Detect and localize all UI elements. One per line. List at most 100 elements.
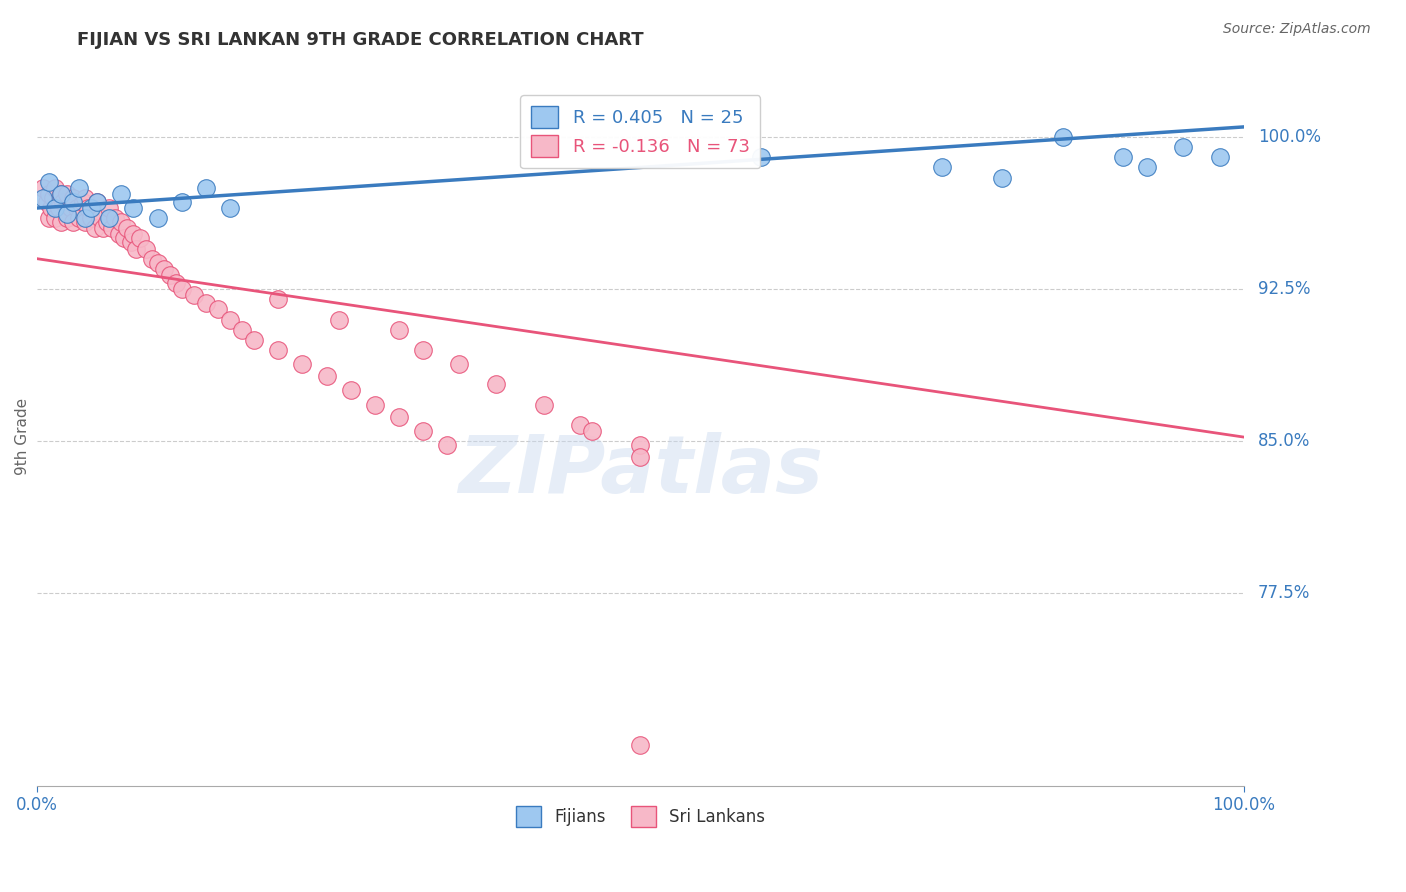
Point — [108, 227, 131, 242]
Point — [38, 175, 60, 189]
Point — [32, 191, 55, 205]
Point — [128, 231, 150, 245]
Point — [749, 150, 772, 164]
Text: 100.0%: 100.0% — [1258, 128, 1320, 146]
Point — [72, 194, 94, 209]
Point — [388, 409, 411, 424]
Point — [165, 276, 187, 290]
Point — [75, 191, 97, 205]
Point — [49, 186, 72, 201]
Point — [98, 201, 121, 215]
Text: FIJIAN VS SRI LANKAN 9TH GRADE CORRELATION CHART: FIJIAN VS SRI LANKAN 9TH GRADE CORRELATI… — [77, 31, 644, 49]
Point — [219, 201, 242, 215]
Point — [388, 323, 411, 337]
Point — [412, 343, 434, 357]
Text: 77.5%: 77.5% — [1258, 584, 1310, 602]
Text: ZIPatlas: ZIPatlas — [458, 432, 823, 510]
Point — [112, 231, 135, 245]
Point — [267, 343, 290, 357]
Text: 85.0%: 85.0% — [1258, 432, 1310, 450]
Point — [219, 312, 242, 326]
Point — [628, 450, 651, 465]
Point — [44, 201, 66, 215]
Point — [96, 215, 118, 229]
Point — [122, 201, 145, 215]
Point — [98, 211, 121, 226]
Point — [1208, 150, 1230, 164]
Point — [75, 211, 97, 226]
Point — [146, 211, 169, 226]
Point — [315, 369, 337, 384]
Point — [569, 417, 592, 432]
Point — [44, 211, 66, 226]
Point — [159, 268, 181, 282]
Point — [991, 170, 1014, 185]
Point — [48, 201, 70, 215]
Point — [89, 211, 111, 226]
Point — [66, 201, 89, 215]
Point — [35, 194, 58, 209]
Point — [117, 221, 139, 235]
Point — [1136, 161, 1159, 175]
Point — [41, 201, 63, 215]
Point — [135, 242, 157, 256]
Point — [62, 194, 84, 209]
Point — [364, 398, 387, 412]
Point — [1173, 140, 1195, 154]
Point — [243, 333, 266, 347]
Legend: Fijians, Sri Lankans: Fijians, Sri Lankans — [509, 800, 772, 833]
Point — [328, 312, 350, 326]
Point — [67, 211, 90, 226]
Point — [62, 215, 84, 229]
Point — [628, 438, 651, 452]
Point — [125, 242, 148, 256]
Point — [533, 398, 555, 412]
Point — [91, 221, 114, 235]
Point — [49, 215, 72, 229]
Point — [1112, 150, 1135, 164]
Point — [49, 186, 72, 201]
Y-axis label: 9th Grade: 9th Grade — [15, 398, 30, 475]
Point — [152, 261, 174, 276]
Point — [59, 201, 82, 215]
Point — [146, 256, 169, 270]
Point — [80, 201, 103, 215]
Point — [120, 235, 142, 250]
Point — [170, 194, 193, 209]
Point — [56, 207, 79, 221]
Text: Source: ZipAtlas.com: Source: ZipAtlas.com — [1223, 22, 1371, 37]
Point — [1052, 130, 1074, 145]
Point — [104, 211, 127, 226]
Point — [44, 180, 66, 194]
Point — [484, 377, 506, 392]
Point — [194, 180, 217, 194]
Point — [75, 215, 97, 229]
Point — [267, 292, 290, 306]
Point — [141, 252, 163, 266]
Point — [291, 357, 314, 371]
Point — [76, 201, 98, 215]
Point — [628, 738, 651, 752]
Point — [207, 302, 229, 317]
Point — [100, 221, 122, 235]
Point — [449, 357, 471, 371]
Point — [52, 194, 75, 209]
Point — [436, 438, 458, 452]
Point — [56, 186, 79, 201]
Point — [56, 211, 79, 226]
Point — [122, 227, 145, 242]
Point — [38, 211, 60, 226]
Point — [231, 323, 253, 337]
Point — [339, 384, 361, 398]
Point — [67, 180, 90, 194]
Point — [931, 161, 953, 175]
Point — [170, 282, 193, 296]
Point — [412, 424, 434, 438]
Point — [80, 211, 103, 226]
Point — [38, 186, 60, 201]
Point — [86, 194, 108, 209]
Point — [110, 186, 132, 201]
Point — [110, 215, 132, 229]
Text: 92.5%: 92.5% — [1258, 280, 1310, 298]
Point — [581, 424, 603, 438]
